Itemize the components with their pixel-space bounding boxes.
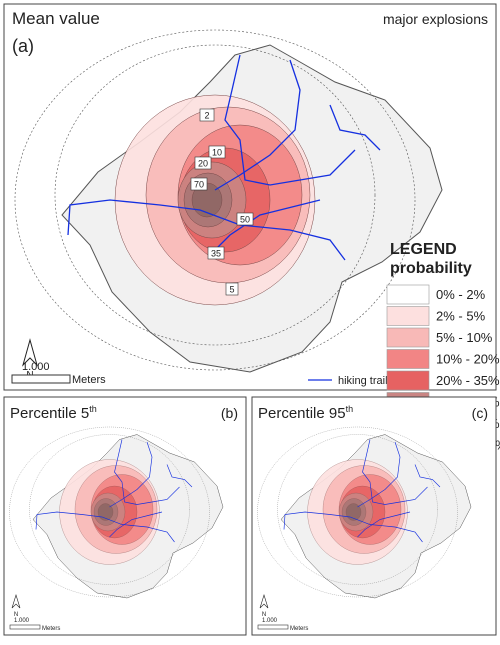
panel-label: (c) <box>472 405 488 421</box>
panel-title: Percentile 5th <box>10 404 97 422</box>
legend-subtitle: probability <box>390 260 472 277</box>
scale-bar <box>11 374 71 384</box>
title-text: Percentile 5 <box>10 405 89 422</box>
legend-swatch <box>386 370 430 391</box>
contour-label: 10 <box>212 147 222 157</box>
legend-label: 20% - 35% <box>436 373 500 388</box>
contour-label: 50 <box>240 214 250 224</box>
scale-bar <box>257 624 289 630</box>
legend-swatch <box>386 306 430 326</box>
contour-label: 20 <box>198 158 208 168</box>
legend-label: 5% - 10% <box>436 330 493 345</box>
scale-unit: Meters <box>290 626 308 632</box>
north-label: N <box>14 612 18 618</box>
scale-bar <box>9 624 41 630</box>
contour-label: 2 <box>204 110 209 120</box>
north-arrow <box>11 593 21 609</box>
trail-legend: hiking trails <box>338 375 394 387</box>
north-arrow <box>259 593 269 609</box>
scale-label: 1.000 <box>14 618 30 624</box>
legend-label: 0% - 2% <box>436 287 486 302</box>
scale-label: 1.000 <box>22 361 50 373</box>
panel-title: Mean value <box>12 9 100 28</box>
title-text: Percentile 95 <box>258 405 346 422</box>
north-arrow <box>22 338 38 367</box>
north-label: N <box>262 612 266 618</box>
scale-unit: Meters <box>42 626 60 632</box>
scale-label: 1.000 <box>262 618 278 624</box>
title-sup: th <box>89 404 97 414</box>
title-sup: th <box>346 404 354 414</box>
legend-swatch <box>386 349 430 369</box>
legend-swatch <box>386 327 430 348</box>
legend-label: 10% - 20% <box>436 352 500 367</box>
contour-label: 35 <box>211 248 221 258</box>
contour-label: 5 <box>229 284 234 294</box>
contour-label: 70 <box>194 179 204 189</box>
panel-subtitle: major explosions <box>383 11 488 27</box>
legend-title: LEGEND <box>390 241 457 258</box>
scale-unit: Meters <box>72 374 106 386</box>
contour-labels: 2 10 20 70 50 35 5 <box>190 108 254 296</box>
legend-swatch <box>386 284 430 305</box>
panel-label: (b) <box>221 405 238 421</box>
panel-label: (a) <box>12 36 34 56</box>
panel-title: Percentile 95th <box>258 404 353 422</box>
legend-label: 2% - 5% <box>436 309 486 324</box>
